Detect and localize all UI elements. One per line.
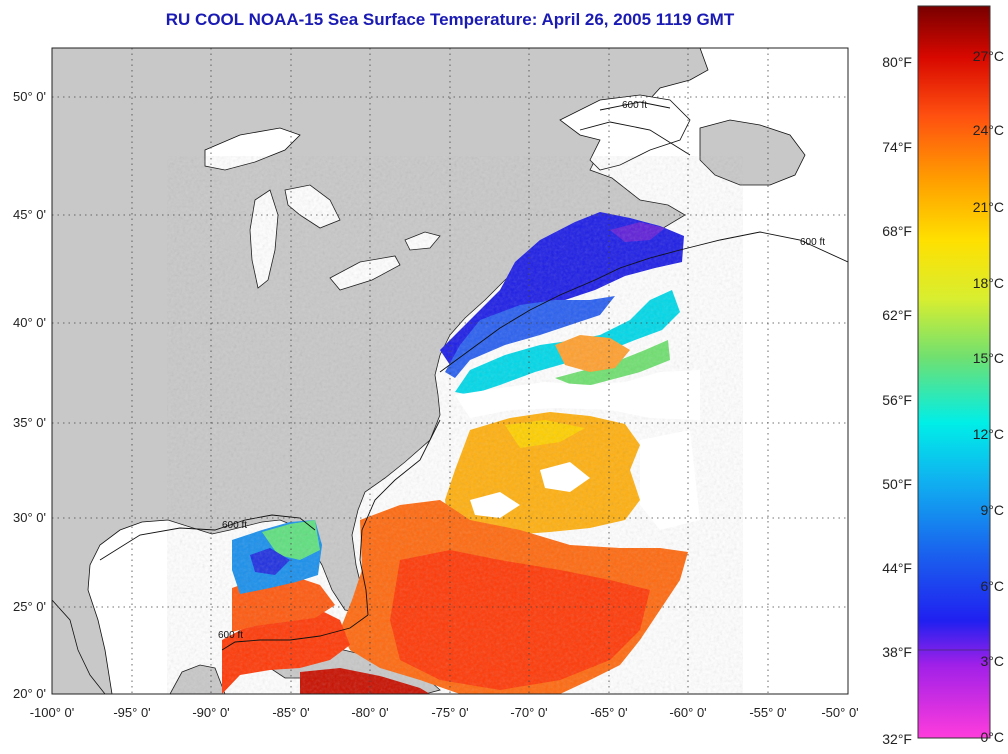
lat-label: 45° 0' <box>13 207 46 222</box>
colorbar <box>917 5 991 739</box>
bathymetry-contours <box>99 101 848 651</box>
colorbar-c-label: 6°C <box>981 578 1005 594</box>
colorbar-c-label: 15°C <box>973 350 1004 366</box>
graticule <box>52 48 848 694</box>
colorbar-f-label: 62°F <box>882 307 912 323</box>
colorbar-fahrenheit-labels: 80°F 74°F 68°F 62°F 56°F 50°F 44°F 38°F … <box>882 54 912 747</box>
lon-label: -100° 0' <box>30 705 75 720</box>
contour-label: 600 ft <box>622 100 647 111</box>
lat-label: 40° 0' <box>13 315 46 330</box>
colorbar-f-label: 80°F <box>882 54 912 70</box>
cloud-speckle <box>215 205 695 694</box>
lon-label: -85° 0' <box>272 705 309 720</box>
lat-label: 30° 0' <box>13 510 46 525</box>
colorbar-f-label: 56°F <box>882 392 912 408</box>
colorbar-f-label: 68°F <box>882 223 912 239</box>
lat-label: 25° 0' <box>13 599 46 614</box>
lon-label: -70° 0' <box>510 705 547 720</box>
contour-label: 600 ft <box>222 520 247 531</box>
colorbar-f-label: 32°F <box>882 731 912 747</box>
land-newfoundland <box>699 119 806 186</box>
colorbar-f-label: 74°F <box>882 139 912 155</box>
longitude-labels: -100° 0' -95° 0' -90° 0' -85° 0' -80° 0'… <box>30 705 859 720</box>
land-yucatan <box>52 599 226 694</box>
colorbar-f-label: 50°F <box>882 476 912 492</box>
latitude-labels: 50° 0' 45° 0' 40° 0' 35° 0' 30° 0' 25° 0… <box>13 89 46 701</box>
contour-labels: 600 ft 600 ft 600 ft 600 ft <box>218 100 825 641</box>
cloud-mask <box>455 370 700 530</box>
lat-label: 35° 0' <box>13 415 46 430</box>
lon-label: -75° 0' <box>431 705 468 720</box>
colorbar-f-label: 44°F <box>882 560 912 576</box>
gulf-st-lawrence <box>559 94 691 171</box>
lon-label: -95° 0' <box>113 705 150 720</box>
lon-label: -50° 0' <box>821 705 858 720</box>
colorbar-c-label: 18°C <box>973 275 1004 291</box>
lon-label: -90° 0' <box>192 705 229 720</box>
map-title: RU COOL NOAA-15 Sea Surface Temperature:… <box>165 10 735 29</box>
lon-label: -55° 0' <box>749 705 786 720</box>
colorbar-celsius-labels: 27°C 24°C 21°C 18°C 15°C 12°C 9°C 6°C 3°… <box>973 48 1004 745</box>
colorbar-c-label: 27°C <box>973 48 1004 64</box>
colorbar-c-label: 21°C <box>973 199 1004 215</box>
lat-label: 20° 0' <box>13 686 46 701</box>
colorbar-f-label: 38°F <box>882 644 912 660</box>
colorbar-c-label: 9°C <box>981 502 1005 518</box>
contour-label: 600 ft <box>218 630 243 641</box>
colorbar-c-label: 12°C <box>973 426 1004 442</box>
lon-label: -65° 0' <box>590 705 627 720</box>
lat-label: 50° 0' <box>13 89 46 104</box>
colorbar-c-label: 0°C <box>981 729 1005 745</box>
lon-label: -60° 0' <box>669 705 706 720</box>
colorbar-c-label: 24°C <box>973 122 1004 138</box>
colorbar-c-label: 3°C <box>981 653 1005 669</box>
contour-label: 600 ft <box>800 237 825 248</box>
map-border <box>51 47 849 695</box>
lon-label: -80° 0' <box>351 705 388 720</box>
